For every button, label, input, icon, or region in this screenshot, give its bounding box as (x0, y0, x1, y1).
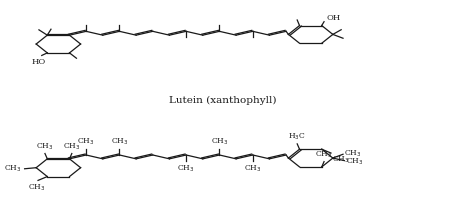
Text: H$_3$C: H$_3$C (288, 132, 306, 142)
Text: OH: OH (327, 14, 341, 22)
Text: CH$_3$: CH$_3$ (77, 136, 95, 147)
Text: CH$_3$: CH$_3$ (332, 154, 349, 165)
Text: CH$_3$: CH$_3$ (111, 136, 128, 147)
Text: HO: HO (32, 58, 46, 66)
Text: CH$_3$: CH$_3$ (63, 141, 81, 152)
Text: CH$_3$: CH$_3$ (244, 163, 262, 174)
Text: CH$_3$: CH$_3$ (36, 141, 54, 152)
Text: CH$_3$: CH$_3$ (345, 148, 362, 159)
Text: CH$_3$: CH$_3$ (28, 183, 46, 193)
Text: CH$_3$: CH$_3$ (177, 163, 195, 174)
Text: CH$_3$: CH$_3$ (4, 164, 21, 174)
Text: CH$_3$: CH$_3$ (346, 156, 364, 167)
Text: CH$_3$: CH$_3$ (315, 149, 333, 160)
Text: Lutein (xanthophyll): Lutein (xanthophyll) (169, 96, 276, 105)
Text: CH$_3$: CH$_3$ (210, 136, 228, 147)
